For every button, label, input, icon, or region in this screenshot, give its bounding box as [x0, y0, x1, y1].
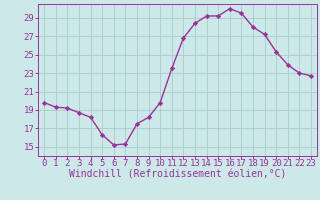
- X-axis label: Windchill (Refroidissement éolien,°C): Windchill (Refroidissement éolien,°C): [69, 169, 286, 179]
